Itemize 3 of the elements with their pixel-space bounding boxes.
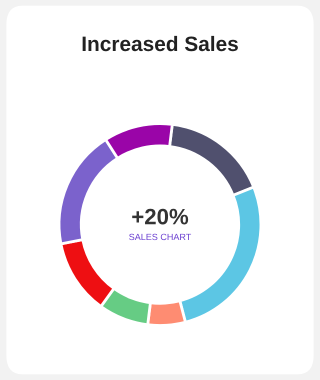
text: +20% bbox=[132, 208, 188, 224]
text: SALES CHART bbox=[129, 234, 192, 240]
chart-title: Increased Sales bbox=[82, 36, 238, 52]
